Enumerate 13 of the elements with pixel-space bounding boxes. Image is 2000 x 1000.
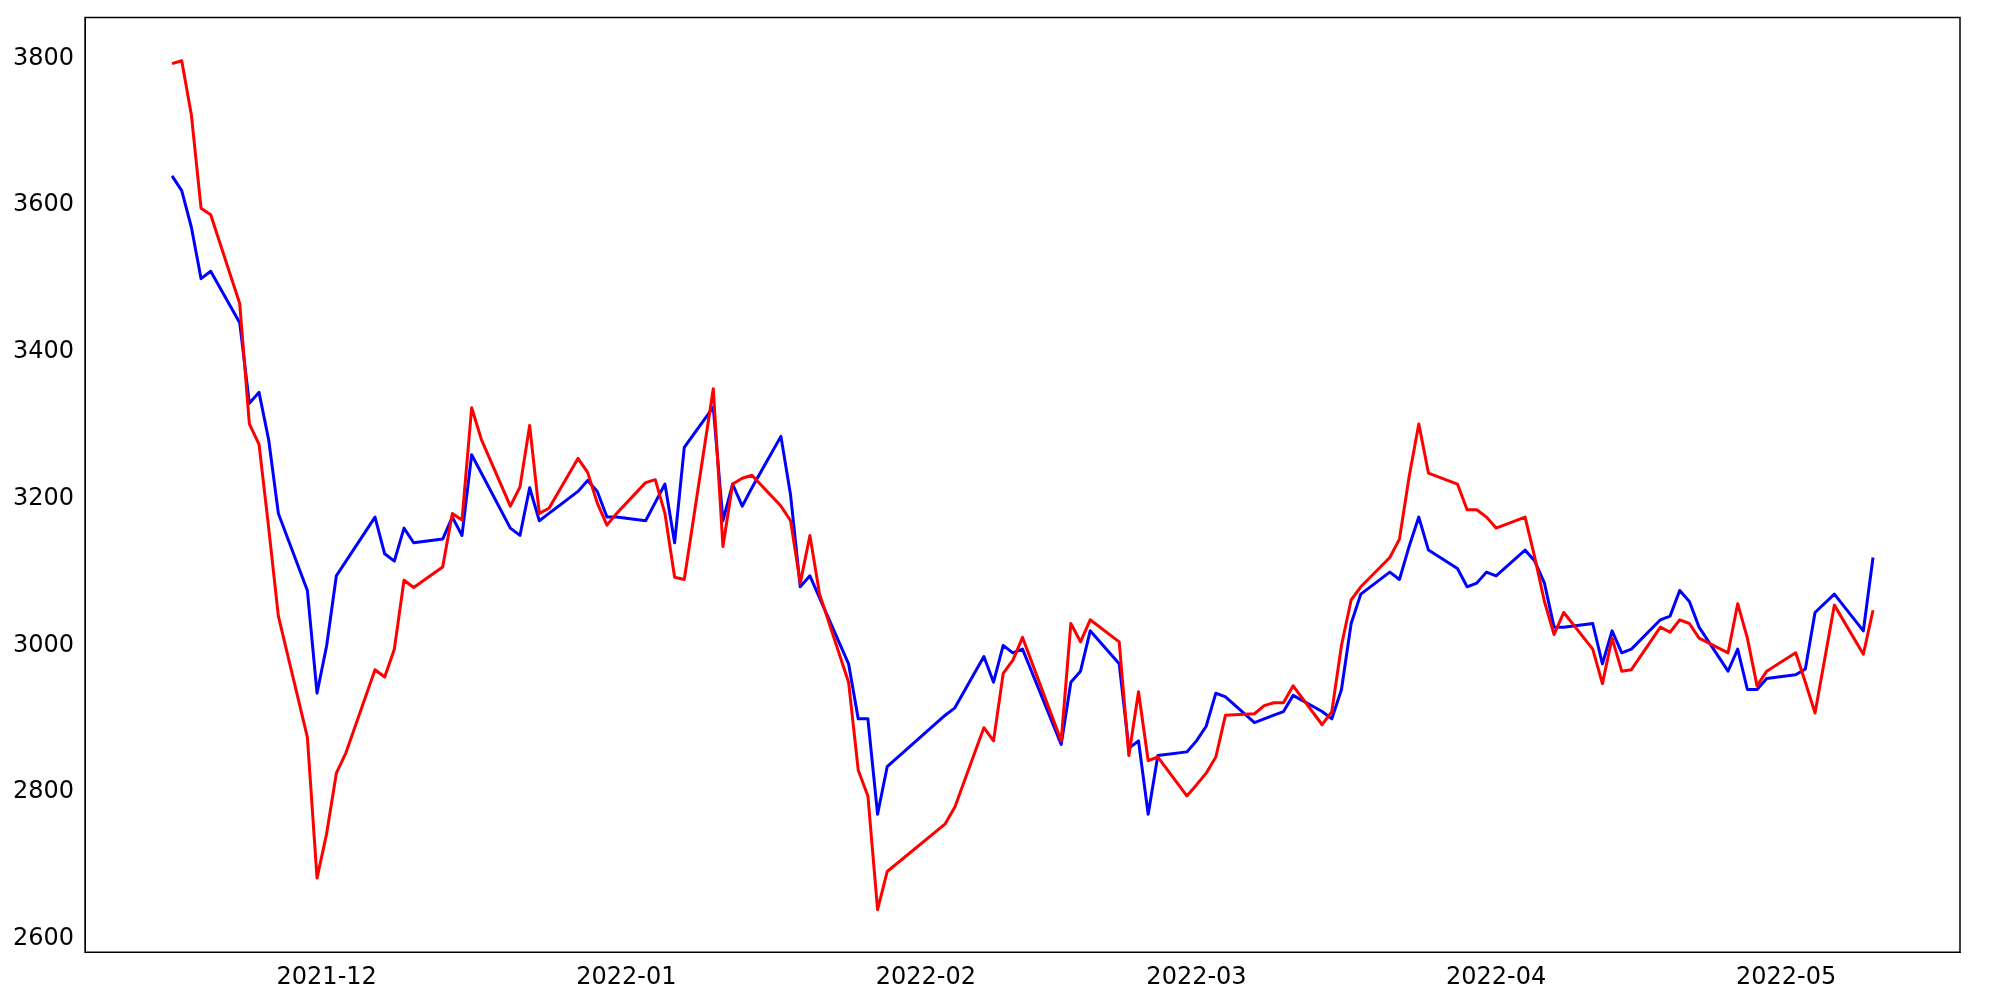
x-tick-label: 2022-04 — [1445, 961, 1547, 990]
x-tick-label: 2022-01 — [576, 961, 677, 990]
y-tick-label: 2800 — [13, 776, 75, 805]
y-tick-label: 2600 — [13, 923, 75, 952]
y-tick-label: 3000 — [13, 629, 75, 658]
y-tick-label: 3600 — [13, 189, 75, 218]
y-tick-label: 3800 — [13, 42, 75, 71]
y-tick-label: 3400 — [13, 336, 75, 365]
x-tick-label: 2021-12 — [276, 961, 377, 990]
x-tick-label: 2022-03 — [1146, 961, 1247, 990]
x-tick-label: 2022-02 — [875, 961, 977, 990]
y-tick-label: 3200 — [13, 482, 75, 511]
x-tick-label: 2022-05 — [1735, 961, 1837, 990]
